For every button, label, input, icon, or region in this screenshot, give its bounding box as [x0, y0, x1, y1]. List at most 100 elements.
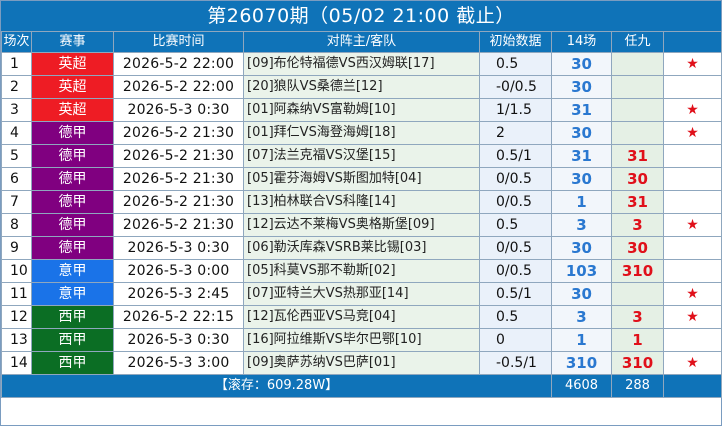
page-title: 第26070期（05/02 21:00 截止） [1, 1, 721, 31]
match-time: 2026-5-3 2:45 [113, 282, 244, 306]
pick-r9 [611, 98, 664, 122]
pick-14: 3 [551, 213, 612, 237]
pick-14: 30 [551, 282, 612, 306]
table-header-row: 场次 赛事 比赛时间 对阵主/客队 初始数据 14场 任九 [1, 31, 722, 53]
match-teams: [12]瓦伦西亚VS马竞[04] [243, 305, 480, 329]
pick-r9: 31 [611, 144, 664, 168]
header-idx: 场次 [1, 31, 32, 53]
league-badge: 德甲 [31, 167, 114, 191]
initial-odds: 0.5 [479, 213, 552, 237]
pick-r9: 30 [611, 167, 664, 191]
match-index: 6 [1, 167, 32, 191]
pick-14: 30 [551, 236, 612, 260]
match-teams: [06]勒沃库森VSRB莱比锡[03] [243, 236, 480, 260]
match-teams: [07]法兰克福VS汉堡[15] [243, 144, 480, 168]
match-teams: [20]狼队VS桑德兰[12] [243, 75, 480, 99]
match-index: 2 [1, 75, 32, 99]
match-teams: [13]柏林联合VS科隆[14] [243, 190, 480, 214]
league-badge: 意甲 [31, 259, 114, 283]
match-time: 2026-5-2 22:15 [113, 305, 244, 329]
pick-14: 103 [551, 259, 612, 283]
table-row: 1 英超 2026-5-2 22:00 [09]布伦特福德VS西汉姆联[17] 0.5 3… [1, 52, 722, 76]
match-teams: [07]亚特兰大VS热那亚[14] [243, 282, 480, 306]
initial-odds: 0.5 [479, 305, 552, 329]
match-teams: [09]奥萨苏纳VS巴萨[01] [243, 351, 480, 375]
pick-14: 1 [551, 190, 612, 214]
match-time: 2026-5-2 21:30 [113, 190, 244, 214]
league-badge: 西甲 [31, 351, 114, 375]
match-time: 2026-5-3 3:00 [113, 351, 244, 375]
match-index: 8 [1, 213, 32, 237]
match-index: 1 [1, 52, 32, 76]
pick-r9: 310 [611, 351, 664, 375]
match-time: 2026-5-3 0:30 [113, 328, 244, 352]
match-time: 2026-5-3 0:30 [113, 236, 244, 260]
match-time: 2026-5-3 0:30 [113, 98, 244, 122]
match-time: 2026-5-3 0:00 [113, 259, 244, 283]
header-star [663, 31, 722, 53]
pick-r9 [611, 52, 664, 76]
league-badge: 德甲 [31, 213, 114, 237]
star-mark: ★ [663, 282, 722, 306]
match-time: 2026-5-2 21:30 [113, 144, 244, 168]
star-mark [663, 144, 722, 168]
table-row: 12 西甲 2026-5-2 22:15 [12]瓦伦西亚VS马竞[04] 0.5 3 3 ★ [1, 305, 722, 329]
pick-r9: 3 [611, 305, 664, 329]
footer-row: 【滚存：609.28W】 4608 288 [1, 374, 722, 398]
match-time: 2026-5-2 21:30 [113, 213, 244, 237]
initial-odds: 0.5 [479, 52, 552, 76]
match-teams: [16]阿拉维斯VS毕尔巴鄂[10] [243, 328, 480, 352]
league-badge: 英超 [31, 98, 114, 122]
table-row: 3 英超 2026-5-3 0:30 [01]阿森纳VS富勒姆[10] 1/1.5 31 ★ [1, 98, 722, 122]
match-index: 12 [1, 305, 32, 329]
match-teams: [12]云达不莱梅VS奥格斯堡[09] [243, 213, 480, 237]
table-row: 11 意甲 2026-5-3 2:45 [07]亚特兰大VS热那亚[14] 0.5/1 3… [1, 282, 722, 306]
pick-r9 [611, 121, 664, 145]
match-index: 13 [1, 328, 32, 352]
match-teams: [09]布伦特福德VS西汉姆联[17] [243, 52, 480, 76]
star-mark: ★ [663, 305, 722, 329]
pick-r9: 310 [611, 259, 664, 283]
match-teams: [01]阿森纳VS富勒姆[10] [243, 98, 480, 122]
match-table: 场次 赛事 比赛时间 对阵主/客队 初始数据 14场 任九 1 英超 2026-5-… [1, 31, 722, 398]
pick-r9: 3 [611, 213, 664, 237]
table-row: 7 德甲 2026-5-2 21:30 [13]柏林联合VS科隆[14] 0/0.5 1 3… [1, 190, 722, 214]
star-mark [663, 167, 722, 191]
table-row: 8 德甲 2026-5-2 21:30 [12]云达不莱梅VS奥格斯堡[09] 0.5 3… [1, 213, 722, 237]
header-league: 赛事 [31, 31, 114, 53]
star-mark [663, 328, 722, 352]
star-mark: ★ [663, 52, 722, 76]
league-badge: 德甲 [31, 190, 114, 214]
league-badge: 英超 [31, 52, 114, 76]
match-index: 14 [1, 351, 32, 375]
pick-14: 30 [551, 121, 612, 145]
match-index: 9 [1, 236, 32, 260]
match-index: 4 [1, 121, 32, 145]
total-14: 4608 [551, 374, 612, 398]
table-row: 9 德甲 2026-5-3 0:30 [06]勒沃库森VSRB莱比锡[03] 0/0.5… [1, 236, 722, 260]
star-mark: ★ [663, 351, 722, 375]
league-badge: 意甲 [31, 282, 114, 306]
initial-odds: -0/0.5 [479, 75, 552, 99]
match-index: 7 [1, 190, 32, 214]
initial-odds: -0.5/1 [479, 351, 552, 375]
match-teams: [05]科莫VS那不勒斯[02] [243, 259, 480, 283]
initial-odds: 0/0.5 [479, 259, 552, 283]
league-badge: 英超 [31, 75, 114, 99]
match-index: 5 [1, 144, 32, 168]
match-time: 2026-5-2 22:00 [113, 52, 244, 76]
league-badge: 德甲 [31, 121, 114, 145]
initial-odds: 2 [479, 121, 552, 145]
initial-odds: 1/1.5 [479, 98, 552, 122]
pick-14: 310 [551, 351, 612, 375]
header-s14: 14场 [551, 31, 612, 53]
pick-r9 [611, 75, 664, 99]
star-mark: ★ [663, 98, 722, 122]
header-match: 对阵主/客队 [243, 31, 480, 53]
league-badge: 德甲 [31, 144, 114, 168]
table-row: 10 意甲 2026-5-3 0:00 [05]科莫VS那不勒斯[02] 0/0.5 10… [1, 259, 722, 283]
star-mark: ★ [663, 213, 722, 237]
initial-odds: 0/0.5 [479, 167, 552, 191]
star-mark [663, 236, 722, 260]
